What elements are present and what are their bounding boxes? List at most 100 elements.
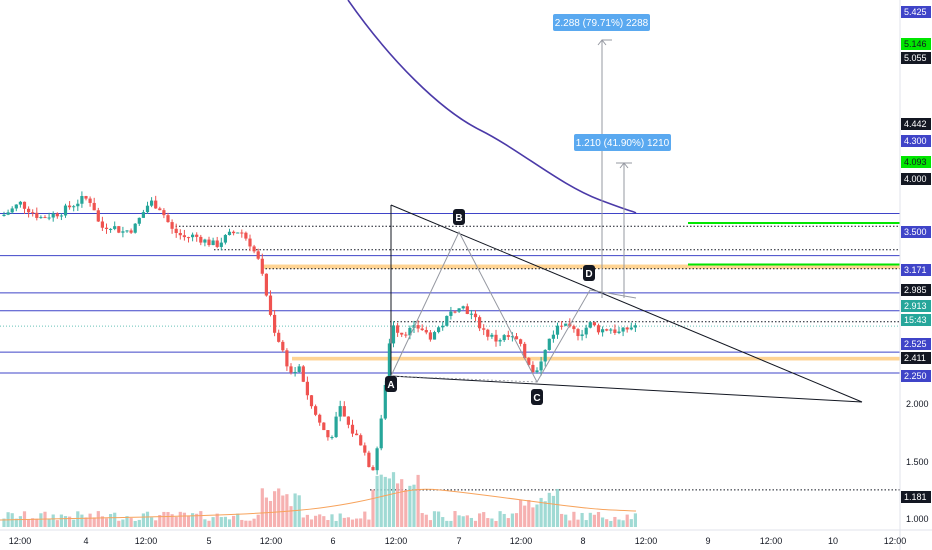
volume-bar	[240, 519, 244, 527]
y-axis-tick-label: 4.000	[904, 174, 927, 184]
candle-body	[482, 328, 486, 330]
candle-body	[387, 343, 391, 385]
candle-body	[371, 467, 375, 471]
candle-body	[428, 332, 432, 340]
volume-bar	[424, 514, 428, 527]
volume-bar	[137, 519, 141, 527]
pattern-point-label: A	[387, 380, 394, 391]
y-axis-tick-label: 2.525	[904, 339, 927, 349]
y-axis-tick-label: 15:43	[904, 315, 927, 325]
y-axis-label-box	[901, 156, 931, 168]
volume-bar	[289, 506, 293, 527]
volume-bar	[609, 520, 613, 527]
candle-body	[80, 196, 84, 204]
volume-bar	[72, 519, 76, 527]
candle-body	[322, 422, 326, 431]
volume-bar	[457, 515, 461, 527]
candle-body	[449, 311, 453, 316]
volume-bar	[338, 513, 342, 527]
candle-body	[400, 332, 404, 335]
volume-bar	[301, 517, 305, 527]
volume-bar	[633, 513, 637, 527]
candle-body	[227, 231, 232, 236]
candle-body	[150, 200, 154, 206]
candle-body	[109, 228, 113, 230]
candle-body	[6, 212, 10, 215]
y-axis-tick-label: 2.000	[906, 399, 929, 409]
pattern-point-badge	[385, 376, 397, 392]
volume-bar	[601, 517, 605, 527]
candle-body	[182, 235, 186, 238]
candle-body	[96, 210, 100, 222]
candle-body	[445, 315, 449, 326]
candle-body	[564, 323, 568, 326]
volume-bar	[555, 488, 560, 527]
x-axis-tick-label: 10	[828, 536, 838, 546]
x-axis-tick-label: 12:00	[135, 536, 158, 546]
triangle-upper-trendline	[390, 204, 863, 403]
x-axis-tick-label: 4	[83, 536, 88, 546]
volume-bar	[215, 513, 219, 527]
candle-body	[633, 325, 637, 328]
candle-body	[39, 217, 43, 219]
candle-body	[576, 329, 580, 337]
candle-body	[396, 325, 400, 333]
volume-bar	[334, 520, 338, 527]
candle-body	[166, 215, 170, 223]
candle-body	[547, 338, 551, 350]
candle-body	[510, 336, 514, 338]
y-axis-tick-label: 1.181	[904, 492, 927, 502]
volume-bar	[174, 516, 178, 527]
candle-body	[256, 251, 260, 259]
candle-body	[350, 424, 355, 434]
pattern-point-label: D	[585, 269, 592, 280]
y-axis-label-box	[901, 338, 931, 350]
volume-bar	[363, 511, 367, 527]
volume-bar	[478, 513, 482, 527]
volume-bar	[510, 513, 514, 527]
volume-bar	[605, 519, 609, 527]
volume-bar	[342, 517, 346, 527]
candle-body	[285, 350, 289, 367]
candle-body	[68, 205, 72, 208]
candle-body	[43, 217, 47, 219]
volume-bar	[629, 519, 633, 527]
volume-bar	[469, 517, 473, 527]
candle-body	[346, 416, 350, 425]
candle-body	[432, 332, 437, 340]
volume-bar	[84, 517, 88, 527]
y-axis-label-box	[901, 38, 931, 50]
candle-body	[588, 322, 592, 328]
candle-body	[236, 232, 240, 234]
candle-body	[117, 226, 121, 233]
volume-bar	[367, 519, 371, 527]
candle-body	[596, 325, 601, 333]
y-axis-tick-label: 5.425	[904, 7, 927, 17]
candle-body	[535, 370, 539, 373]
volume-bar	[387, 478, 391, 527]
x-axis-tick-label: 12:00	[510, 536, 533, 546]
volume-bar	[285, 494, 289, 527]
y-axis-tick-label: 5.055	[904, 53, 927, 63]
y-axis-label-box	[901, 264, 931, 276]
volume-bar	[580, 512, 584, 527]
candle-body	[617, 331, 621, 333]
volume-bar	[236, 513, 240, 527]
x-axis-tick-label: 5	[206, 536, 211, 546]
y-axis-label-box	[901, 314, 931, 326]
volume-bar	[227, 519, 232, 527]
x-axis-tick-label: 9	[705, 536, 710, 546]
candle-body	[199, 236, 203, 243]
volume-bar	[150, 517, 154, 527]
volume-bar	[412, 484, 416, 527]
candle-body	[141, 212, 145, 218]
volume-bar	[2, 518, 6, 527]
candle-body	[88, 198, 92, 203]
candle-body	[154, 200, 158, 209]
candle-body	[469, 313, 473, 315]
candle-body	[621, 327, 625, 332]
candle-body	[555, 325, 560, 335]
volume-bar	[248, 520, 252, 527]
